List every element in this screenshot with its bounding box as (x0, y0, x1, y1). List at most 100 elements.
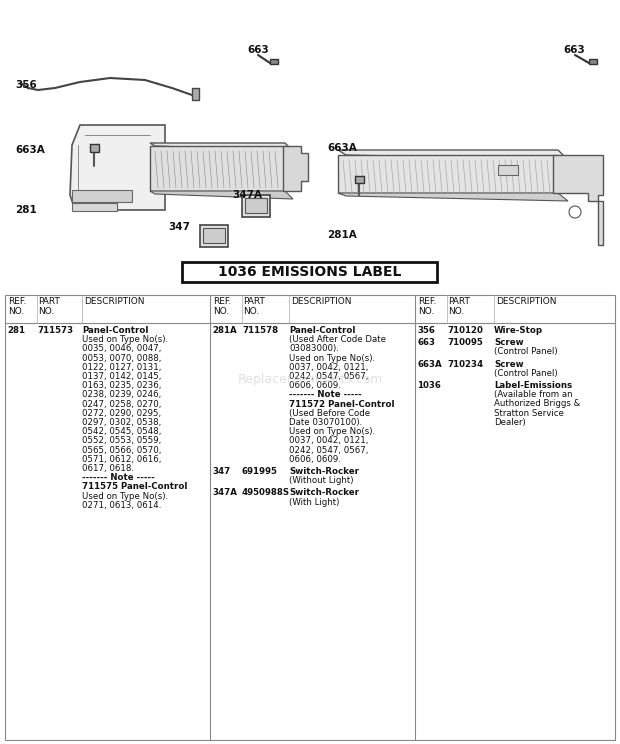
Text: (Control Panel): (Control Panel) (494, 369, 557, 378)
Text: (Used Before Code: (Used Before Code (289, 408, 370, 418)
Text: PART
NO.: PART NO. (448, 297, 470, 316)
Text: 0542, 0545, 0548,: 0542, 0545, 0548, (82, 427, 161, 436)
Text: Screw: Screw (494, 359, 524, 368)
Text: 0571, 0612, 0616,: 0571, 0612, 0616, (82, 455, 161, 464)
Text: Replacementparts.com: Replacementparts.com (237, 373, 383, 386)
Text: Used on Type No(s).: Used on Type No(s). (82, 336, 168, 344)
Text: 281A: 281A (327, 230, 356, 240)
Bar (182, 262, 437, 282)
Text: Panel-Control: Panel-Control (289, 326, 355, 335)
Text: PART
NO.: PART NO. (243, 297, 265, 316)
Bar (589, 59, 597, 64)
Text: 281: 281 (7, 326, 25, 335)
Text: 1036 EMISSIONS LABEL: 1036 EMISSIONS LABEL (218, 265, 401, 279)
Text: 0037, 0042, 0121,: 0037, 0042, 0121, (289, 363, 368, 372)
Bar (270, 59, 278, 64)
Text: ------- Note -----: ------- Note ----- (82, 473, 155, 482)
Text: 0617, 0618.: 0617, 0618. (82, 464, 134, 473)
Text: 347: 347 (212, 467, 230, 476)
Text: 0606, 0609.: 0606, 0609. (289, 455, 341, 464)
Text: 663A: 663A (327, 143, 356, 153)
Text: DESCRIPTION: DESCRIPTION (84, 297, 144, 306)
Text: 711575 Panel-Control: 711575 Panel-Control (82, 482, 187, 491)
Text: 356: 356 (15, 80, 37, 90)
Bar (72, 190, 132, 202)
Text: 0238, 0239, 0246,: 0238, 0239, 0246, (82, 391, 161, 400)
Text: 0163, 0235, 0236,: 0163, 0235, 0236, (82, 381, 161, 390)
Text: 710120: 710120 (447, 326, 483, 335)
Text: Panel-Control: Panel-Control (82, 326, 148, 335)
Text: 0242, 0547, 0567,: 0242, 0547, 0567, (289, 372, 368, 381)
Text: Authorized Briggs &: Authorized Briggs & (494, 400, 580, 408)
Bar (498, 165, 518, 175)
Bar (5, 295, 615, 740)
Text: ------- Note -----: ------- Note ----- (289, 391, 361, 400)
Text: 281A: 281A (212, 326, 237, 335)
Bar (338, 155, 558, 193)
Text: 710095: 710095 (447, 339, 483, 347)
Text: (Control Panel): (Control Panel) (494, 347, 557, 356)
Text: 347A: 347A (232, 190, 262, 200)
Text: 0271, 0613, 0614.: 0271, 0613, 0614. (82, 501, 161, 510)
Polygon shape (338, 150, 568, 160)
Text: 4950988S: 4950988S (242, 488, 290, 498)
Text: 347: 347 (168, 222, 190, 232)
Text: 0122, 0127, 0131,: 0122, 0127, 0131, (82, 363, 161, 372)
Text: REF.
NO.: REF. NO. (418, 297, 436, 316)
Bar (90, 144, 99, 152)
Bar (203, 228, 225, 243)
Polygon shape (70, 125, 165, 210)
Text: Stratton Service: Stratton Service (494, 408, 564, 417)
Text: 711572 Panel-Control: 711572 Panel-Control (289, 400, 394, 408)
Text: 663A: 663A (417, 359, 441, 368)
Text: 0272, 0290, 0295,: 0272, 0290, 0295, (82, 408, 161, 418)
Bar (72, 203, 117, 211)
Text: 0242, 0547, 0567,: 0242, 0547, 0567, (289, 446, 368, 455)
Text: 663A: 663A (15, 145, 45, 155)
Text: 0565, 0566, 0570,: 0565, 0566, 0570, (82, 446, 161, 455)
Text: Used on Type No(s).: Used on Type No(s). (289, 427, 375, 436)
Circle shape (569, 206, 581, 218)
Text: REF.
NO.: REF. NO. (8, 297, 27, 316)
Bar (200, 225, 228, 247)
Text: 0035, 0046, 0047,: 0035, 0046, 0047, (82, 344, 161, 353)
Text: 663: 663 (247, 45, 268, 55)
Text: 0247, 0258, 0270,: 0247, 0258, 0270, (82, 400, 161, 408)
Text: DESCRIPTION: DESCRIPTION (496, 297, 557, 306)
Text: 356: 356 (417, 326, 435, 335)
Text: 0037, 0042, 0121,: 0037, 0042, 0121, (289, 437, 368, 446)
Text: 0606, 0609.: 0606, 0609. (289, 381, 341, 390)
Text: Switch-Rocker: Switch-Rocker (289, 467, 359, 476)
Text: 663: 663 (563, 45, 585, 55)
Text: 347A: 347A (212, 488, 237, 498)
Bar (245, 198, 267, 213)
Bar (355, 176, 364, 183)
Bar (192, 88, 199, 100)
Text: (Without Light): (Without Light) (289, 476, 353, 485)
Polygon shape (553, 155, 603, 245)
Text: Wire-Stop: Wire-Stop (494, 326, 543, 335)
Text: Used on Type No(s).: Used on Type No(s). (289, 353, 375, 362)
Text: 711573: 711573 (37, 326, 73, 335)
Bar (150, 146, 285, 191)
Text: REF.
NO.: REF. NO. (213, 297, 231, 316)
Text: 0137, 0142, 0145,: 0137, 0142, 0145, (82, 372, 161, 381)
Text: 1036: 1036 (417, 381, 441, 390)
Text: PART
NO.: PART NO. (38, 297, 60, 316)
Polygon shape (150, 143, 293, 151)
Text: Screw: Screw (494, 339, 524, 347)
Polygon shape (150, 191, 293, 199)
Text: 710234: 710234 (447, 359, 483, 368)
Text: Date 03070100).: Date 03070100). (289, 418, 362, 427)
Bar (242, 195, 270, 217)
Text: Label-Emissions: Label-Emissions (494, 381, 572, 390)
Text: 0053, 0070, 0088,: 0053, 0070, 0088, (82, 353, 161, 362)
Text: 0552, 0553, 0559,: 0552, 0553, 0559, (82, 437, 161, 446)
Text: Switch-Rocker: Switch-Rocker (289, 488, 359, 498)
Text: DESCRIPTION: DESCRIPTION (291, 297, 352, 306)
Polygon shape (338, 193, 568, 201)
Text: 691995: 691995 (242, 467, 278, 476)
Text: 0297, 0302, 0538,: 0297, 0302, 0538, (82, 418, 161, 427)
Text: 711578: 711578 (242, 326, 278, 335)
Text: (Used After Code Date: (Used After Code Date (289, 336, 386, 344)
